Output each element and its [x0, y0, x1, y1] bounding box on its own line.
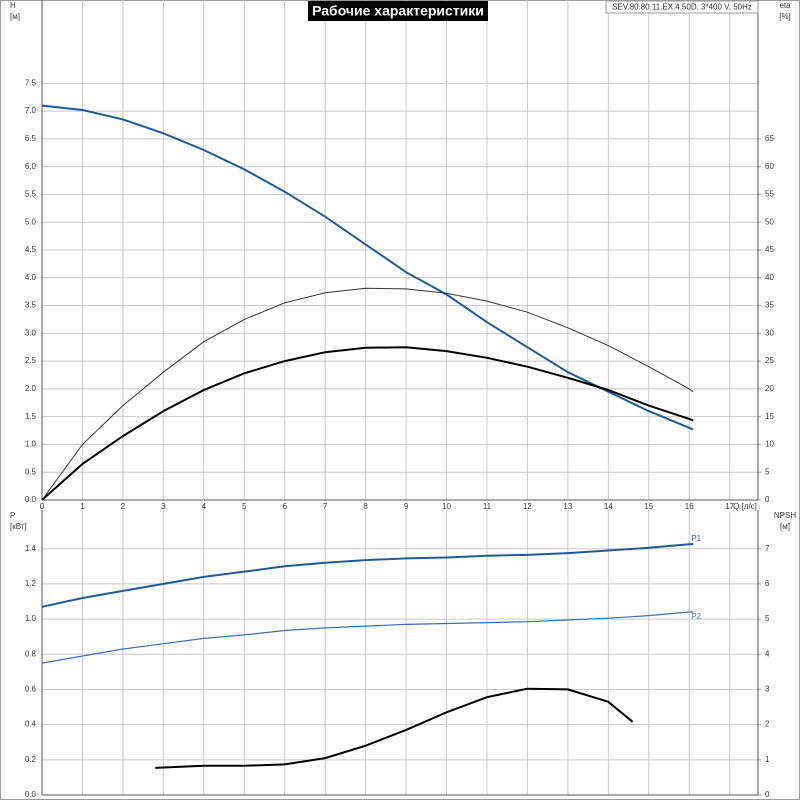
y-tick-label: 2.0: [25, 384, 37, 393]
y-axis-label: P: [10, 511, 15, 520]
y2-tick-label: 1: [765, 755, 770, 764]
x-axis-label: Q [л/с]: [733, 502, 757, 511]
y2-axis-label: eta: [779, 1, 791, 10]
annotation: SEV.80.80.11.EX.4.50D, 3*400 V, 50Hz: [612, 3, 752, 12]
chart-title: Рабочие характеристики: [312, 3, 484, 19]
y2-tick-label: 7: [765, 544, 770, 553]
y-tick-label: 7.5: [25, 78, 37, 87]
y-tick-label: 4.5: [25, 245, 37, 254]
x-tick-label: 14: [604, 502, 613, 511]
y2-tick-label: 10: [765, 440, 774, 449]
y2-tick-label: 65: [765, 134, 774, 143]
y-tick-label: 3.0: [25, 328, 37, 337]
x-tick-label: 7: [323, 502, 328, 511]
x-tick-label: 5: [242, 502, 247, 511]
y-tick-label: 0.5: [25, 467, 37, 476]
y2-tick-label: 5: [765, 614, 770, 623]
y2-tick-label: 50: [765, 217, 774, 226]
y2-tick-label: 6: [765, 579, 770, 588]
y-axis-label: [кВт]: [10, 522, 27, 531]
y-tick-label: 4.0: [25, 273, 37, 282]
y2-tick-label: 35: [765, 301, 774, 310]
series-label: P1: [691, 534, 701, 543]
x-tick-label: 16: [685, 502, 694, 511]
y2-tick-label: 0: [765, 790, 770, 799]
y-tick-label: 1.2: [25, 579, 37, 588]
y2-tick-label: 15: [765, 412, 774, 421]
x-tick-label: 8: [363, 502, 368, 511]
y-tick-label: 6.0: [25, 162, 37, 171]
y-tick-label: 1.4: [25, 544, 37, 553]
x-tick-label: 17: [725, 502, 734, 511]
series-label: P2: [691, 612, 701, 621]
y2-tick-label: 3: [765, 685, 770, 694]
y2-tick-label: 55: [765, 190, 774, 199]
series-line: [41, 611, 694, 664]
series-line: [41, 346, 694, 501]
y-tick-label: 6.5: [25, 134, 37, 143]
annotation-box: [605, 0, 759, 14]
y-tick-label: 7.0: [25, 106, 37, 115]
y-tick-label: 1.5: [25, 412, 37, 421]
x-tick-label: 13: [563, 502, 572, 511]
x-tick-label: 9: [404, 502, 409, 511]
y2-tick-label: 20: [765, 384, 774, 393]
y2-tick-label: 30: [765, 328, 774, 337]
y2-axis-label: [%]: [779, 12, 791, 21]
y-axis-label: H: [10, 1, 16, 10]
x-tick-label: 4: [202, 502, 207, 511]
y-tick-label: 0.8: [25, 649, 37, 658]
x-tick-label: 11: [483, 502, 492, 511]
y-tick-label: 0.4: [25, 720, 37, 729]
y2-tick-label: 2: [765, 720, 770, 729]
y-tick-label: 0.2: [25, 755, 37, 764]
y-tick-label: 0.0: [25, 790, 37, 799]
x-tick-label: 12: [523, 502, 532, 511]
series-line: [41, 104, 694, 431]
y-tick-label: 3.5: [25, 301, 37, 310]
y-tick-label: 0.6: [25, 685, 37, 694]
x-tick-label: 10: [442, 502, 451, 511]
y-tick-label: 2.5: [25, 356, 37, 365]
y-tick-label: 1.0: [25, 440, 37, 449]
x-tick-label: 1: [80, 502, 85, 511]
y2-tick-label: 45: [765, 245, 774, 254]
y-tick-label: 1.0: [25, 614, 37, 623]
series-line: [41, 543, 694, 608]
series-line: [155, 687, 634, 769]
y-tick-label: 0.0: [25, 495, 37, 504]
y-axis-label: [м]: [10, 12, 20, 21]
y2-tick-label: 5: [765, 467, 770, 476]
x-tick-label: 15: [644, 502, 653, 511]
y2-axis-label: [м]: [780, 522, 790, 531]
y-tick-label: 5.5: [25, 190, 37, 199]
x-tick-label: 2: [121, 502, 126, 511]
series-line: [41, 287, 694, 501]
y2-tick-label: 4: [765, 649, 770, 658]
y2-tick-label: 60: [765, 162, 774, 171]
y2-tick-label: 40: [765, 273, 774, 282]
x-tick-label: 0: [40, 502, 45, 511]
y2-tick-label: 0: [765, 495, 770, 504]
x-tick-label: 6: [282, 502, 287, 511]
y2-tick-label: 25: [765, 356, 774, 365]
title-box: [308, 1, 488, 21]
y-tick-label: 5.0: [25, 217, 37, 226]
y2-axis-label: NPSH: [774, 511, 796, 520]
x-tick-label: 3: [161, 502, 166, 511]
